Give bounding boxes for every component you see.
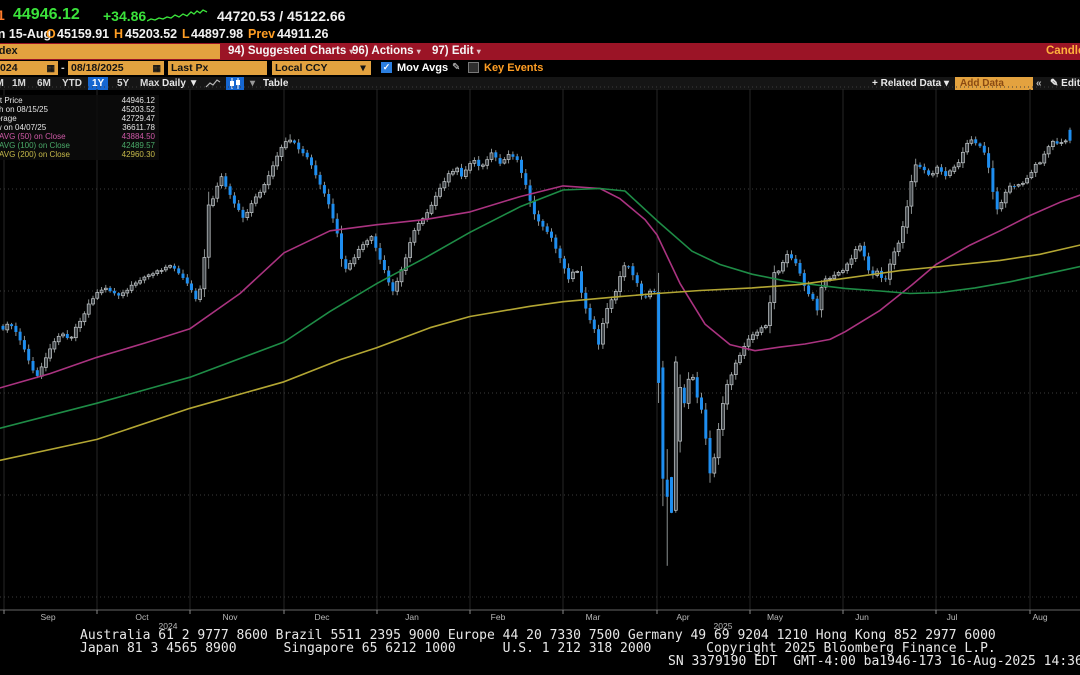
open-value: 45159.91 (57, 27, 110, 41)
date-from-value: 08/18/2024 (0, 62, 18, 74)
frequency-select[interactable]: Daily ▼ (162, 78, 199, 89)
chart-type-caret[interactable]: ▾ (250, 78, 256, 89)
ohlc-date: On 15-Aug (0, 27, 52, 41)
mov-avgs-checkbox[interactable]: ✓ (381, 62, 392, 73)
calendar-icon[interactable]: ▦ (46, 63, 55, 73)
range-button-5y[interactable]: 5Y (117, 78, 130, 89)
related-data-button[interactable]: + Related Data ▾ (872, 78, 949, 89)
mov-avgs-label: Mov Avgs (397, 62, 449, 74)
month-label-jan: Jan (405, 612, 419, 622)
key-events-checkbox[interactable] (468, 62, 479, 73)
calendar-icon[interactable]: ▦ (152, 63, 161, 73)
high-value: 45203.52 (125, 27, 178, 41)
range-button-max[interactable]: Max (140, 78, 160, 89)
month-label-nov: Nov (222, 612, 238, 622)
key-events-label: Key Events (484, 62, 544, 74)
date-to-value: 08/18/2025 (71, 62, 124, 74)
month-label-feb: Feb (490, 612, 506, 622)
year-label-2024: 2024 (158, 621, 178, 631)
high-label: H (114, 27, 124, 41)
filter-row: 08/18/2024 ▦ - 08/18/2025 ▦ Last Px Local … (0, 61, 1080, 76)
month-label-oct: Oct (135, 612, 149, 622)
security-field[interactable]: INDU Index (0, 44, 220, 59)
intraday-sparkline (147, 9, 208, 22)
range-button-1m[interactable]: 1M (12, 78, 26, 89)
year-label-2025: 2025 (713, 621, 733, 631)
clipped-ticker-fragment: 1 (0, 7, 5, 23)
prev-value: 44911.26 (277, 27, 329, 41)
price-change: +34.86 (103, 8, 147, 24)
footer-contact-line-2: Japan 81 3 4565 8900 Singapore 65 6212 1… (80, 641, 996, 656)
line-chart-icon[interactable] (204, 77, 222, 90)
price-header-row: 1 44946.12 +34.86 44720.53 / 45122.66 (0, 5, 1080, 27)
day-range: 44720.53 / 45122.66 (217, 8, 346, 24)
prev-label: Prev (248, 27, 276, 41)
month-label-sep: Sep (40, 612, 56, 622)
month-label-jun: Jun (855, 612, 869, 622)
mov-avgs-edit-pencil-icon[interactable]: ✎ (452, 62, 461, 73)
footer-contact-line-1: Australia 61 2 9777 8600 Brazil 5511 239… (80, 628, 996, 643)
last-price: 44946.12 (13, 6, 80, 23)
menu-item--actions[interactable]: 96) Actions ▾ (352, 45, 421, 57)
footer-session-line: SN 3379190 EDT GMT-4:00 ba1946-173 16-Au… (668, 654, 1080, 669)
month-label-mar: Mar (585, 612, 601, 622)
ohlc-row: On 15-Aug O 45159.91 H 45203.52 L 44897.… (0, 27, 1080, 43)
date-range-dash: - (61, 62, 65, 74)
add-data-input[interactable]: Add Data (955, 77, 1033, 90)
low-label: L (182, 27, 190, 41)
month-label-apr: Apr (676, 612, 690, 622)
menu-item--suggested-charts[interactable]: 94) Suggested Charts ▾ (228, 45, 354, 57)
range-button-3m[interactable]: 3M (0, 77, 8, 90)
range-button-6m[interactable]: 6M (37, 78, 51, 89)
menu-item--edit[interactable]: 97) Edit ▾ (432, 45, 481, 57)
menu-bar: INDU Index 94) Suggested Charts ▾96) Act… (0, 43, 1080, 60)
date-from-field[interactable]: 08/18/2024 ▦ (0, 61, 58, 75)
open-label: O (46, 27, 56, 41)
currency-dropdown-arrow-icon[interactable]: ▾ (355, 61, 371, 75)
month-label-jul: Jul (946, 612, 958, 622)
month-label-may: May (766, 612, 784, 622)
chart-toolbar: 3M 1M 6M YTD 1Y 5Y Max Daily ▼ ▾ Table + Relat… (0, 77, 1080, 90)
currency-select[interactable]: Local CCY (272, 61, 358, 75)
chart-type-title: Candle Chart (1046, 45, 1080, 57)
range-button-1y[interactable]: 1Y (88, 77, 109, 90)
low-value: 44897.98 (191, 27, 244, 41)
table-button[interactable]: Table (263, 78, 289, 89)
month-label-dec: Dec (314, 612, 330, 622)
price-field-select[interactable]: Last Px (168, 61, 267, 75)
date-to-field[interactable]: 08/18/2025 ▦ (68, 61, 164, 75)
legend-row: Average42729.47 (0, 114, 155, 123)
edit-chart-button[interactable]: ✎ Edit (1050, 78, 1080, 89)
range-button-ytd[interactable]: YTD (62, 78, 82, 89)
collapse-panel-button[interactable]: « (1036, 78, 1042, 89)
month-label-aug: Aug (1032, 612, 1048, 622)
